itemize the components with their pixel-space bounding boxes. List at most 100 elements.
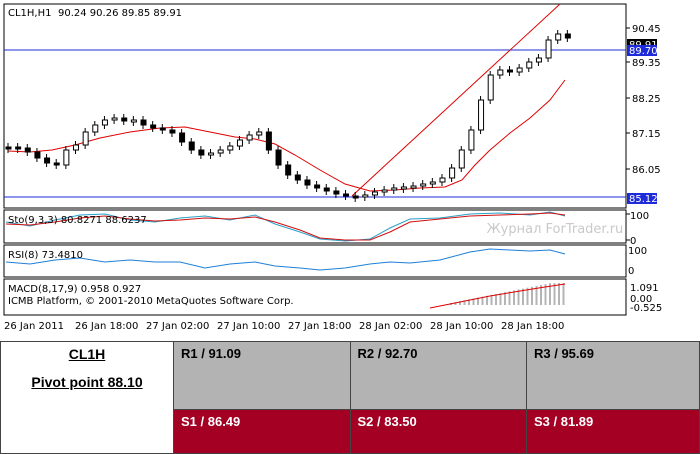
macd-bar	[513, 290, 515, 305]
macd-bar	[522, 288, 524, 305]
candle-body	[400, 186, 407, 190]
stoch-signal-line	[5, 212, 566, 241]
macd-bar	[558, 283, 560, 305]
candle-body	[449, 167, 456, 179]
candle-body	[333, 190, 340, 195]
ohlc-values: 90.24 90.26 89.85 89.91	[58, 8, 182, 19]
resistance-r3: R3 / 95.69	[534, 346, 594, 361]
macd-bar	[481, 296, 484, 305]
macd-bar	[495, 294, 497, 305]
candle-body	[179, 132, 186, 143]
macd-bar	[535, 285, 538, 305]
candle-body	[111, 117, 118, 121]
resistance-cell: R3 / 95.69	[526, 341, 700, 410]
rsi-label: RSI(8) 73.4810	[8, 250, 83, 261]
candle-body	[458, 149, 465, 169]
macd-bar	[472, 298, 475, 305]
price-tick: 89.35	[632, 58, 661, 69]
time-tick: 26 Jan 18:00	[75, 321, 138, 332]
pivot-table: CL1H Pivot point 88.10 R1 / 91.09 R2 / 9…	[0, 341, 700, 454]
price-chart[interactable]: Журнал ForTrader.ru 90.45 89.35 88.25 87…	[0, 0, 700, 338]
moving-average-line	[7, 79, 566, 192]
stoch-tick: 0	[630, 236, 636, 247]
candle-body	[545, 39, 552, 59]
instrument-cell: CL1H Pivot point 88.10	[0, 341, 174, 454]
candle-body	[487, 74, 494, 101]
trend-line-upper[interactable]	[351, 3, 561, 197]
candle-body	[217, 149, 224, 154]
macd-bar	[517, 289, 520, 305]
resistance-r1: R1 / 91.09	[181, 346, 241, 361]
stoch-label: Sto(9,3,3) 80.8271 88.6237	[8, 215, 147, 226]
level-top-label: 89.70	[629, 46, 658, 57]
time-tick: 27 Jan 02:00	[146, 321, 209, 332]
candle-body	[420, 183, 427, 187]
support-s1: S1 / 86.49	[181, 414, 241, 429]
macd-bar	[549, 283, 551, 305]
macd-bar	[562, 283, 565, 305]
support-cell: S2 / 83.50	[349, 409, 527, 454]
candle-body	[208, 152, 215, 156]
resistance-cell: R2 / 92.70	[349, 341, 527, 410]
candle-body	[198, 149, 205, 156]
candle-body	[15, 146, 22, 150]
candle-body	[121, 117, 128, 122]
candle-body	[140, 119, 147, 126]
candle-body	[236, 139, 243, 147]
candle-body	[304, 179, 311, 186]
rsi-line	[5, 248, 566, 271]
macd-bar	[553, 283, 556, 305]
price-tick: 90.45	[632, 24, 661, 35]
candle-body	[92, 124, 99, 133]
candle-body	[73, 144, 80, 151]
candle-body	[516, 67, 523, 73]
candle-body	[468, 129, 475, 151]
macd-tick: 0.00	[630, 294, 652, 305]
candle-body	[53, 162, 60, 166]
candle-body	[506, 69, 513, 73]
time-tick: 27 Jan 10:00	[217, 321, 280, 332]
support-s2: S2 / 83.50	[357, 414, 417, 429]
candle-body	[130, 119, 137, 123]
macd-bar	[486, 295, 488, 305]
time-tick: 28 Jan 18:00	[501, 321, 564, 332]
level-bottom-tag	[627, 193, 657, 204]
candle-body	[44, 157, 51, 164]
candle-body	[526, 61, 533, 69]
chart-canvas[interactable]: Журнал ForTrader.ru 90.45 89.35 88.25 87…	[0, 0, 700, 338]
candle-body	[381, 189, 388, 193]
candle-body	[63, 149, 70, 166]
candle-body	[362, 194, 369, 198]
macd-bar	[526, 287, 529, 305]
macd-bar	[499, 293, 502, 305]
candle-body	[352, 195, 359, 199]
time-axis: 26 Jan 2011 26 Jan 18:00 27 Jan 02:00 27…	[4, 321, 564, 332]
candle-body	[159, 127, 166, 131]
symbol-timeframe: CL1H,H1	[8, 8, 52, 19]
rsi-tick: 0	[628, 266, 634, 277]
instrument-name: CL1H	[68, 346, 106, 362]
watermark: Журнал ForTrader.ru	[487, 222, 624, 237]
price-tick: 86.05	[632, 165, 661, 176]
time-tick: 27 Jan 18:00	[288, 321, 351, 332]
current-price-tag	[627, 39, 657, 50]
macd-bar	[508, 291, 511, 305]
candle-body	[429, 181, 436, 185]
macd-bar	[531, 286, 533, 305]
candle-body	[343, 193, 350, 197]
copyright: ICMB Platform, © 2001-2010 MetaQuotes So…	[8, 296, 294, 307]
candle-body	[314, 184, 321, 189]
macd-bar	[544, 284, 547, 305]
macd-bar	[504, 292, 506, 305]
candle-body	[24, 147, 31, 153]
macd-bar	[463, 300, 466, 305]
macd-bar	[540, 285, 542, 305]
macd-bar	[459, 301, 461, 305]
rsi-tick: 100	[628, 246, 647, 257]
candle-body	[150, 124, 157, 129]
macd-tick: -0.525	[630, 303, 662, 314]
macd-histogram	[450, 283, 565, 305]
candle-body	[497, 69, 504, 76]
candle-body	[256, 131, 263, 136]
candle-body	[227, 145, 234, 151]
